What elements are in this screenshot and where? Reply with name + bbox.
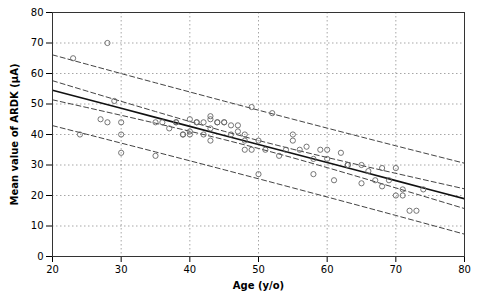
svg-text:60: 60 bbox=[31, 68, 44, 79]
svg-text:0: 0 bbox=[37, 251, 43, 262]
svg-text:20: 20 bbox=[46, 264, 59, 275]
svg-text:50: 50 bbox=[31, 98, 44, 109]
svg-text:80: 80 bbox=[31, 7, 44, 18]
svg-text:10: 10 bbox=[31, 220, 44, 231]
svg-text:80: 80 bbox=[458, 264, 471, 275]
svg-text:20: 20 bbox=[31, 190, 44, 201]
svg-text:Mean value of ARDK (μA): Mean value of ARDK (μA) bbox=[9, 63, 20, 205]
svg-text:40: 40 bbox=[183, 264, 196, 275]
svg-text:50: 50 bbox=[252, 264, 265, 275]
svg-text:30: 30 bbox=[31, 159, 44, 170]
svg-text:70: 70 bbox=[31, 37, 44, 48]
svg-text:70: 70 bbox=[389, 264, 402, 275]
svg-text:60: 60 bbox=[321, 264, 334, 275]
svg-text:40: 40 bbox=[31, 129, 44, 140]
svg-text:Age (y/o): Age (y/o) bbox=[233, 280, 284, 291]
svg-text:30: 30 bbox=[115, 264, 128, 275]
